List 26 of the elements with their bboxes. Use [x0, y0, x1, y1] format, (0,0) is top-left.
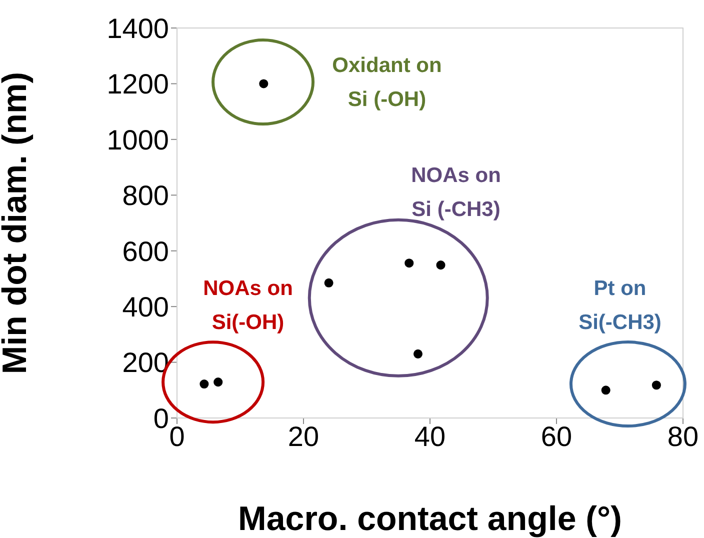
point [601, 386, 610, 395]
point [259, 79, 268, 88]
point [413, 349, 422, 358]
y-tick-label: 200 [122, 347, 169, 378]
point [214, 378, 223, 387]
point [404, 258, 414, 268]
y-tick-label: 1200 [106, 68, 169, 100]
y-tick-label: 800 [122, 180, 169, 212]
point [324, 278, 334, 288]
annotation: NOAs on Si(-OH) [203, 277, 293, 334]
annotation: NOAs on Si (-CH3) [411, 164, 501, 221]
y-tick-label: 1000 [106, 124, 169, 156]
point [200, 380, 209, 389]
y-tick-label: 1400 [106, 12, 169, 44]
x-tick-label: 80 [667, 420, 699, 452]
x-tick-label: 20 [288, 420, 320, 452]
point [652, 380, 661, 390]
y-axis-title: Min dot diam. (nm) [0, 72, 34, 374]
point [436, 260, 446, 270]
x-tick-label: 60 [540, 420, 572, 452]
y-tick-label: 600 [122, 236, 169, 267]
annotation: Pt on Si(-CH3) [578, 277, 662, 334]
x-tick-label: 40 [414, 420, 446, 452]
x-axis-title: Macro. contact angle (°) [238, 500, 622, 538]
annotation: Oxidant on Si (-OH) [332, 54, 442, 111]
y-tick-label: 400 [122, 292, 169, 323]
